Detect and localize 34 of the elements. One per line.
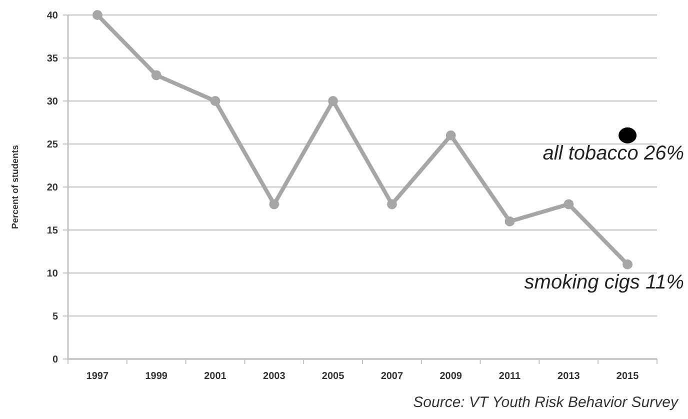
point bbox=[564, 199, 574, 210]
point bbox=[269, 199, 280, 210]
x-tick-label: 2013 bbox=[558, 371, 580, 382]
y-tick-label: 40 bbox=[46, 10, 58, 22]
x-tick-label: 1999 bbox=[145, 371, 168, 382]
y-tick-label: 35 bbox=[46, 54, 58, 64]
x-tick-label: 2015 bbox=[616, 371, 640, 382]
x-tick-label: 2007 bbox=[380, 371, 404, 382]
point bbox=[504, 216, 515, 226]
x-tick-label: 2001 bbox=[204, 371, 227, 382]
annotation: all tobacco 26% bbox=[542, 142, 684, 164]
annotation: smoking cigs 11% bbox=[524, 271, 684, 294]
x-tick-label: 1997 bbox=[86, 371, 110, 382]
y-tick-label: 10 bbox=[46, 268, 58, 280]
point bbox=[151, 70, 162, 80]
point bbox=[386, 199, 397, 210]
x-tick-label: 2003 bbox=[263, 371, 286, 382]
x-tick-label: 2009 bbox=[440, 371, 462, 382]
point bbox=[446, 130, 456, 140]
y-axis-title: Percent of students bbox=[10, 144, 20, 230]
point bbox=[210, 96, 220, 106]
point bbox=[622, 259, 633, 270]
x-tick-label: 2011 bbox=[498, 371, 522, 382]
y-tick-label: 20 bbox=[46, 182, 58, 194]
y-tick-label: 25 bbox=[46, 140, 58, 150]
y-tick-label: 5 bbox=[52, 312, 58, 322]
y-tick-label: 30 bbox=[46, 96, 58, 108]
x-tick-label: 2005 bbox=[322, 371, 345, 382]
y-tick-label: 0 bbox=[52, 354, 58, 366]
point bbox=[618, 127, 637, 144]
point bbox=[328, 96, 338, 106]
source-note: Source: VT Youth Risk Behavior Survey bbox=[413, 394, 680, 411]
point bbox=[92, 10, 102, 20]
y-tick-label: 15 bbox=[46, 226, 58, 236]
